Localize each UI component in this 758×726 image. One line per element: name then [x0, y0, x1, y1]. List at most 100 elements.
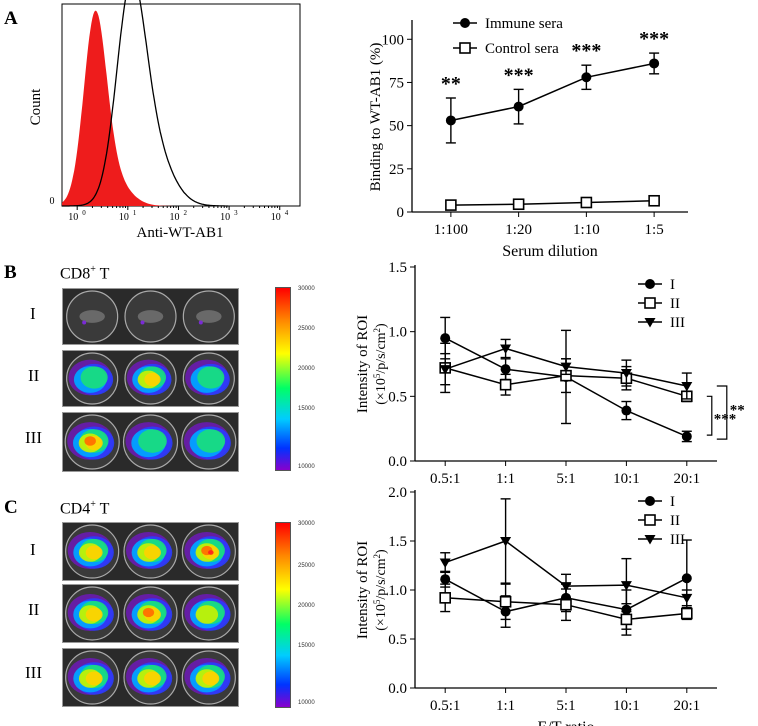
- cd4-x-tick-label: 20:1: [673, 698, 700, 714]
- cd8-y-tick-label: 1.5: [388, 260, 407, 276]
- cd4-well-row-2-signal: [195, 605, 219, 624]
- cd8-point: [681, 431, 692, 442]
- cd4-point: [681, 593, 693, 604]
- cd4-title-sup: +: [90, 499, 96, 510]
- cd8-colorbar-label-5: 10000: [298, 464, 315, 470]
- cd4-point: [439, 592, 451, 604]
- cd4-colorbar-label-2: 25000: [298, 563, 315, 569]
- cd8-ylabel-unit-a: (×10: [374, 378, 389, 405]
- cd4-well-row-2-svg: [65, 586, 236, 641]
- cd4-point: [440, 574, 451, 585]
- cd8-x-tick-label: 0.5:1: [430, 471, 460, 485]
- cd8-significance-1: ***: [714, 412, 737, 428]
- cd8-point: [439, 365, 451, 375]
- cd4-legend-label: II: [670, 513, 680, 529]
- cd8-colorbar-label-2: 25000: [298, 326, 315, 332]
- binding-y-tick-label: 0: [397, 205, 405, 221]
- flow-x-ticks: 10 0 10 1 10 2 10 3 10 4: [68, 206, 289, 223]
- cd4-x-tick-label: 1:1: [496, 698, 515, 714]
- cd4-x-tick-label: 10:1: [613, 698, 640, 714]
- cd4-ylabel: Intensity of ROI: [355, 541, 371, 639]
- cd8-legend-marker: [645, 279, 655, 289]
- cd8-well-row-3-signal: [196, 429, 226, 453]
- cd8-ylabel-unit-sup2: 2: [372, 328, 382, 333]
- binding-x-tick-label: 1:100: [434, 222, 468, 238]
- cd8-well-row-2-svg: [66, 352, 235, 405]
- binding-point: [648, 194, 660, 207]
- cd8-well-row-2-signal: [197, 366, 225, 389]
- cd8-ylabel-unit-b: /p/s/cm: [374, 332, 389, 373]
- binding-legend-marker: [459, 42, 471, 54]
- cd8-well-row-1: [62, 288, 239, 345]
- cd4-well-row-3-signal: [85, 671, 103, 686]
- flow-isotype-fill: [62, 10, 199, 206]
- cd8-legend-label: III: [670, 315, 685, 331]
- binding-legend-label: Control sera: [485, 41, 559, 57]
- cd8-colorbar-label-4: 15000: [298, 406, 315, 412]
- binding-series-line: [450, 200, 655, 206]
- cd8-well-row-3-signal: [138, 429, 167, 453]
- binding-point: [445, 199, 457, 211]
- cd8-row-label-2: II: [28, 366, 40, 385]
- cd8-legend-marker: [644, 318, 656, 328]
- cd4-ylabel-unit: (×105/p/s/cm2): [372, 549, 389, 631]
- cd4-well-row-1-signal: [208, 550, 214, 555]
- cd8-colorbar-label-1: 30000: [298, 286, 315, 292]
- cd8-row-label-3: III: [25, 428, 42, 447]
- cd8-title-main: CD8: [60, 265, 91, 283]
- cd4-ylabel-unit-sup: 5: [372, 599, 382, 604]
- cd8-well-row-2-signal: [80, 366, 108, 389]
- flow-x-tick-label: 10: [271, 212, 281, 223]
- cd4-point: [620, 613, 633, 626]
- cd4-colorbar: [275, 522, 291, 708]
- cd4-row-label-3: III: [25, 663, 42, 682]
- panel-letter-a: A: [4, 8, 18, 29]
- cd4-ylabel-unit-sup2: 2: [372, 554, 382, 559]
- cd4-roi-chart: 0.0 0.5 1.0 1.5 2.0 0.5:1 1:1 5:1 10:1 20:1 E/T ra…: [355, 485, 717, 726]
- flow-x-tick-exp: 1: [133, 209, 137, 217]
- cd8-significance-2: **: [730, 403, 745, 419]
- cd8-point: [621, 405, 632, 416]
- binding-ylabel: Binding to WT-AB1 (%): [368, 43, 384, 192]
- cd8-roi-chart: 0.0 0.5 1.0 1.5 0.5:1 1:1 5:1 10:1 20:1 Intensity…: [355, 260, 745, 485]
- flow-y-zero: 0: [50, 196, 55, 207]
- binding-x-tick-label: 1:5: [645, 222, 664, 238]
- binding-point: [513, 101, 524, 112]
- cd8-well-row-2: [62, 350, 239, 407]
- binding-x-tick-label: 1:20: [505, 222, 532, 238]
- cd8-point: [500, 364, 511, 375]
- flow-histogram: Count 0 10 0 10 1 10 2 10 3 10 4 Anti-WT-AB1: [28, 0, 301, 240]
- cd8-point: [620, 369, 632, 379]
- cd8-imaging-title: CD8+ T: [60, 264, 109, 283]
- binding-point: [580, 196, 593, 209]
- cd4-well-row-3-signal: [144, 671, 161, 686]
- flow-x-tick-exp: 0: [82, 209, 86, 217]
- cd8-x-tick-label: 1:1: [496, 471, 515, 485]
- cd8-y-tick-label: 0.0: [388, 454, 407, 470]
- flow-x-tick-exp: 4: [285, 209, 289, 217]
- flow-x-tick-label: 10: [119, 212, 129, 223]
- cd4-ylabel-unit-a: (×10: [374, 604, 389, 631]
- cd8-well-row-1-signal: [196, 310, 222, 323]
- binding-y-tick-label: 25: [389, 162, 404, 178]
- cd8-point: [500, 344, 512, 354]
- cd4-point: [680, 607, 693, 620]
- cd8-well-row-1-speck: [140, 320, 145, 325]
- flow-x-tick-exp: 2: [183, 209, 187, 217]
- flow-x-tick-label: 10: [220, 212, 230, 223]
- cd8-ylabel-unit-c: ): [374, 323, 389, 328]
- cd4-y-tick-label: 1.0: [388, 583, 407, 599]
- cd4-point: [620, 581, 632, 591]
- flow-immune-outline: [62, 0, 229, 207]
- cd4-well-row-1-signal: [85, 545, 103, 560]
- binding-point: [445, 115, 456, 126]
- binding-significance: ***: [504, 64, 534, 86]
- cd4-point: [560, 582, 572, 592]
- cd8-ylabel-unit: (×105/p/s/cm2): [372, 323, 389, 405]
- cd4-legend-label: I: [670, 494, 675, 510]
- cd4-point: [560, 598, 572, 611]
- binding-legend-marker: [460, 18, 470, 28]
- panel-letter-b: B: [4, 262, 17, 283]
- cd4-well-row-2-signal: [142, 607, 155, 618]
- binding-significance: **: [441, 73, 461, 95]
